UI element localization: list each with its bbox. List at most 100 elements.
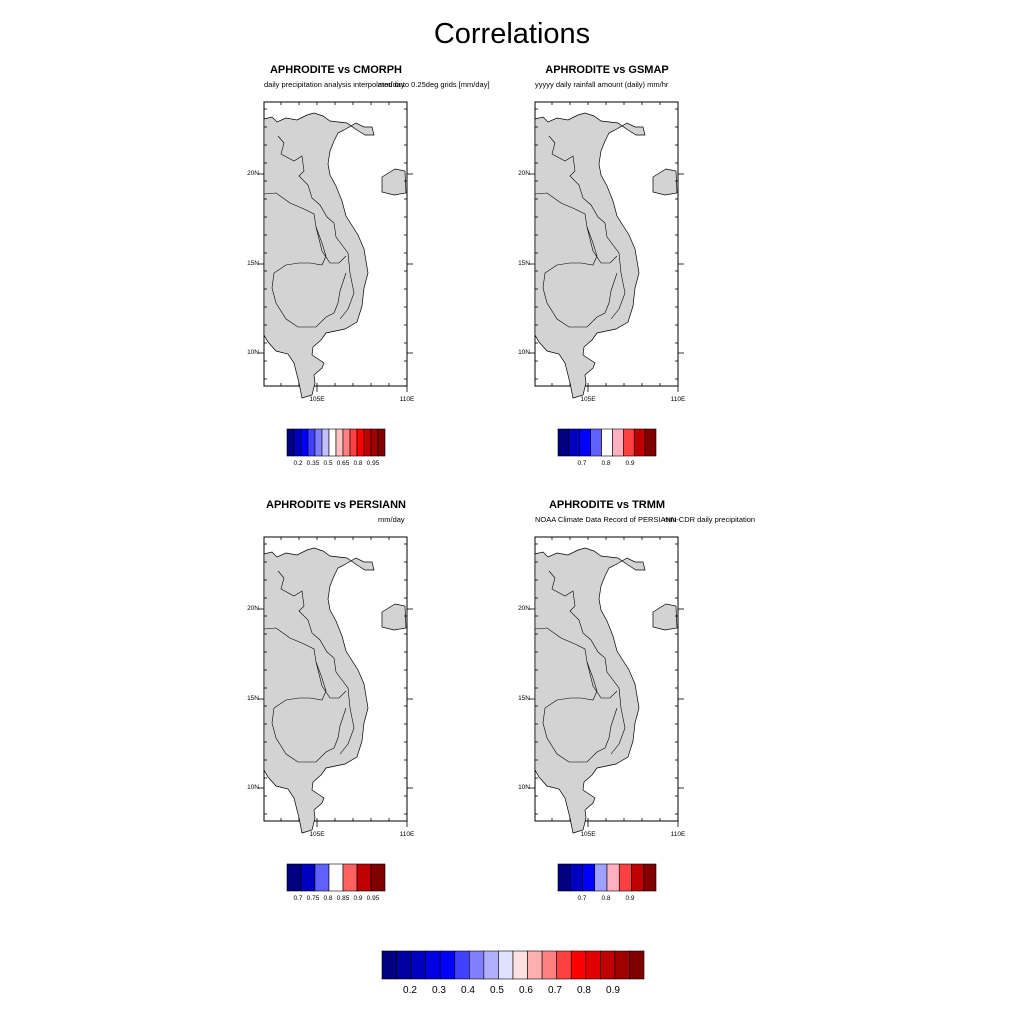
lat-tick-label: 15N (247, 695, 259, 702)
colorbar-swatch (582, 863, 596, 892)
map-ticks (529, 102, 684, 392)
colorbar-swatch (644, 428, 657, 457)
colorbar-swatch (579, 428, 591, 457)
map-ticks (258, 102, 413, 392)
colorbar (557, 863, 657, 892)
colorbar-label: 0.65 (336, 460, 350, 467)
shared-colorbar-swatch (439, 950, 456, 980)
panel-title: APHRODITE vs CMORPH (269, 64, 403, 76)
map-trmm (534, 536, 679, 834)
panel-subtitle-right: mm/day (378, 515, 405, 524)
colorbar-swatch (321, 428, 330, 457)
colorbar-label: 0.5 (323, 460, 333, 467)
colorbar-swatch (349, 428, 358, 457)
shared-colorbar-swatch (585, 950, 601, 980)
colorbar-swatch (335, 428, 344, 457)
lon-tick-label: 110E (399, 831, 415, 838)
shared-colorbar-swatch (600, 950, 616, 980)
shared-colorbar-label: 0.7 (548, 985, 562, 996)
colorbar-swatch (568, 428, 581, 457)
colorbar-swatch (356, 863, 372, 892)
lon-tick-label: 110E (670, 831, 686, 838)
colorbar-label: 0.35 (306, 460, 320, 467)
map-persiann (263, 536, 408, 834)
colorbar (286, 428, 386, 457)
shared-colorbar (381, 950, 645, 980)
panel-title: APHRODITE vs PERSIANN (266, 499, 406, 511)
colorbar-label: 0.7 (293, 895, 303, 902)
colorbar-label: 0.85 (336, 895, 350, 902)
colorbar-label: 0.8 (601, 895, 611, 902)
panel-subtitle-right: mm/day (378, 80, 405, 89)
colorbar-swatch (293, 428, 302, 457)
colorbar-swatch (286, 428, 295, 457)
map-ticks (258, 537, 413, 827)
colorbar-label: 0.95 (366, 460, 380, 467)
shared-colorbar-swatch (556, 950, 572, 980)
shared-colorbar-swatch (570, 950, 587, 980)
shared-colorbar-label: 0.8 (577, 985, 591, 996)
lon-tick-label: 110E (399, 396, 415, 403)
colorbar-swatch (569, 863, 583, 892)
colorbar-swatch (370, 428, 379, 457)
colorbar-swatch (557, 428, 570, 457)
colorbar-swatch (557, 863, 571, 892)
colorbar-label: 0.9 (625, 460, 635, 467)
lat-tick-label: 10N (247, 349, 259, 356)
colorbar-label: 0.7 (577, 895, 587, 902)
colorbar-swatch (643, 863, 657, 892)
colorbar-swatch (623, 428, 635, 457)
colorbar-label: 0.75 (306, 895, 320, 902)
lat-tick-label: 10N (247, 784, 259, 791)
shared-colorbar-swatch (512, 950, 528, 980)
colorbar-swatch (342, 428, 351, 457)
lat-tick-label: 15N (247, 260, 259, 267)
colorbar-label: 0.9 (625, 895, 635, 902)
lat-tick-label: 15N (518, 260, 530, 267)
lon-tick-label: 105E (580, 396, 596, 403)
shared-colorbar-swatch (469, 950, 485, 980)
page-title: Correlations (433, 18, 591, 50)
colorbar-label: 0.95 (366, 895, 380, 902)
shared-colorbar-label: 0.3 (432, 985, 446, 996)
colorbar-swatch (590, 428, 602, 457)
shared-colorbar-swatch (381, 950, 397, 980)
panel-subtitle-left: NOAA Climate Data Record of PERSIANN-CDR… (535, 515, 756, 524)
colorbar-swatch (314, 428, 323, 457)
colorbar-swatch (300, 428, 309, 457)
shared-colorbar-label: 0.4 (461, 985, 475, 996)
lon-tick-label: 110E (670, 396, 686, 403)
panel-title: APHRODITE vs TRMM (548, 499, 666, 511)
shared-colorbar-swatch (629, 950, 645, 980)
shared-colorbar-swatch (541, 950, 557, 980)
map-cmorph (263, 101, 408, 399)
lat-tick-label: 20N (518, 605, 530, 612)
colorbar-swatch (363, 428, 372, 457)
shared-colorbar-swatch (498, 950, 514, 980)
colorbar-swatch (328, 863, 344, 892)
colorbar-swatch (342, 863, 358, 892)
shared-colorbar-swatch (410, 950, 426, 980)
colorbar-label: 0.8 (601, 460, 611, 467)
lat-tick-label: 20N (247, 170, 259, 177)
colorbar-swatch (606, 863, 620, 892)
colorbar-swatch (612, 428, 624, 457)
colorbar-swatch (631, 863, 645, 892)
panel-subtitle-left: yyyyy daily rainfall amount (daily) mm/h… (535, 80, 669, 89)
shared-colorbar-label: 0.6 (519, 985, 533, 996)
colorbar-label: 0.8 (323, 895, 333, 902)
panel-subtitle-right: mm (664, 515, 677, 524)
lat-tick-label: 20N (518, 170, 530, 177)
colorbar (286, 863, 386, 892)
panel-title: APHRODITE vs GSMAP (545, 64, 669, 76)
colorbar-swatch (601, 428, 613, 457)
colorbar-swatch (356, 428, 365, 457)
lat-tick-label: 10N (518, 349, 530, 356)
lon-tick-label: 105E (309, 831, 325, 838)
colorbar-swatch (307, 428, 316, 457)
colorbar-swatch (300, 863, 316, 892)
colorbar-swatch (618, 863, 632, 892)
colorbar-swatch (328, 428, 337, 457)
lat-tick-label: 10N (518, 784, 530, 791)
